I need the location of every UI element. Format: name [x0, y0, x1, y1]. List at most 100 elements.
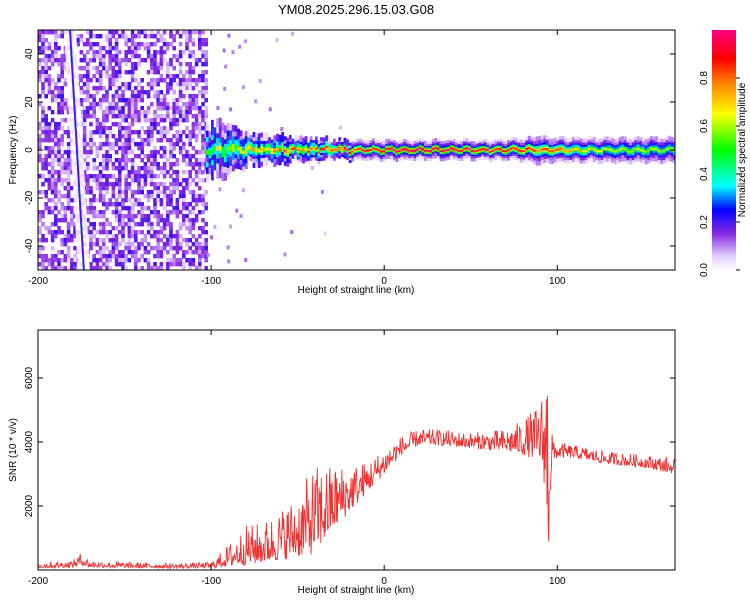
noise-cell	[54, 42, 58, 47]
noise-cell	[159, 134, 164, 139]
noise-cell	[172, 154, 176, 159]
noise-cell	[108, 58, 112, 63]
noise-cell	[86, 114, 90, 119]
noise-cell	[140, 78, 144, 83]
noise-cell	[191, 42, 196, 47]
noise-cell	[98, 62, 103, 67]
noise-cell	[159, 166, 164, 171]
noise-cell	[118, 222, 122, 227]
noise-cell	[191, 210, 196, 215]
noise-cell	[66, 142, 71, 147]
noise-cell	[102, 46, 106, 51]
noise-cell	[102, 62, 106, 67]
noise-cell	[38, 250, 42, 255]
noise-cell	[79, 78, 84, 83]
noise-cell	[227, 259, 231, 264]
noise-cell	[98, 98, 103, 103]
noise-cell	[118, 142, 122, 147]
noise-cell	[63, 178, 68, 183]
noise-cell	[201, 138, 205, 143]
noise-cell	[108, 254, 112, 259]
noise-cell	[92, 266, 96, 270]
noise-cell	[57, 62, 61, 67]
noise-cell	[137, 58, 141, 63]
noise-cell	[178, 134, 183, 139]
noise-cell	[92, 210, 96, 215]
tone-cell	[348, 152, 352, 154]
noise-cell	[98, 254, 103, 259]
noise-cell	[182, 206, 186, 211]
noise-cell	[175, 54, 180, 59]
noise-cell	[98, 78, 103, 83]
noise-cell	[127, 150, 132, 155]
noise-cell	[108, 102, 112, 107]
noise-cell	[89, 262, 93, 267]
noise-cell	[140, 30, 144, 35]
noise-cell	[178, 62, 183, 67]
noise-cell	[105, 218, 109, 223]
noise-cell	[127, 206, 132, 211]
noise-cell	[47, 126, 52, 131]
noise-cell	[70, 166, 74, 171]
noise-cell	[194, 182, 199, 187]
noise-cell	[320, 189, 324, 194]
noise-cell	[38, 150, 42, 155]
noise-cell	[92, 258, 96, 263]
tone-cell	[322, 148, 326, 150]
noise-cell	[172, 206, 176, 211]
tone-cell	[299, 147, 303, 150]
noise-cell	[146, 70, 151, 75]
noise-cell	[86, 90, 90, 95]
noise-cell	[50, 266, 55, 270]
tone-cell	[486, 149, 490, 151]
noise-cell	[73, 246, 77, 251]
noise-cell	[66, 174, 71, 179]
noise-cell	[137, 242, 141, 247]
noise-cell	[41, 214, 45, 219]
noise-cell	[188, 74, 192, 79]
noise-cell	[175, 242, 180, 247]
tone-cell	[226, 146, 230, 152]
noise-cell	[178, 42, 183, 47]
noise-cell	[175, 206, 180, 211]
noise-cell	[182, 158, 186, 163]
noise-cell	[121, 146, 125, 151]
noise-cell	[66, 194, 71, 199]
tone-cell	[372, 147, 375, 150]
noise-cell	[182, 146, 186, 151]
noise-cell	[102, 226, 106, 231]
noise-cell	[38, 218, 42, 223]
tone-cell	[546, 148, 549, 151]
noise-cell	[172, 262, 176, 267]
noise-cell	[150, 42, 154, 47]
noise-cell	[50, 190, 55, 195]
noise-cell	[137, 190, 141, 195]
noise-cell	[188, 134, 192, 139]
noise-cell	[178, 98, 183, 103]
noise-cell	[185, 38, 189, 43]
noise-cell	[156, 150, 160, 155]
noise-cell	[73, 234, 77, 239]
noise-cell	[153, 202, 157, 207]
noise-cell	[185, 238, 189, 243]
noise-cell	[57, 110, 61, 115]
noise-cell	[57, 150, 61, 155]
noise-cell	[159, 190, 164, 195]
noise-cell	[242, 85, 245, 90]
tone-cell	[478, 149, 482, 151]
noise-cell	[153, 94, 157, 99]
noise-cell	[143, 46, 148, 51]
noise-cell	[111, 122, 116, 127]
noise-cell	[38, 190, 42, 195]
noise-cell	[185, 250, 189, 255]
noise-cell	[169, 106, 173, 111]
noise-cell	[124, 138, 128, 143]
noise-cell	[118, 214, 122, 219]
noise-cell	[38, 38, 42, 43]
noise-cell	[60, 178, 64, 183]
x-tick-label: -200	[28, 576, 48, 587]
noise-cell	[105, 50, 109, 55]
noise-cell	[47, 150, 52, 155]
noise-cell	[114, 94, 119, 99]
noise-cell	[63, 218, 68, 223]
